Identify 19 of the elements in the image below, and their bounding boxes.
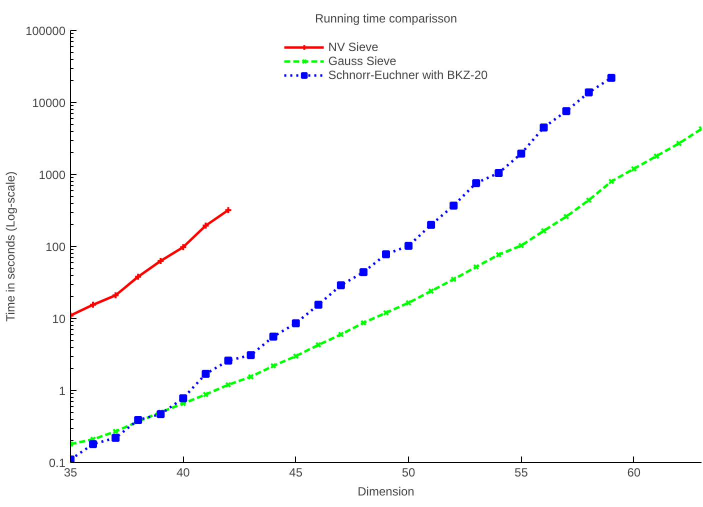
y-tick-label: 10 (52, 312, 66, 326)
y-tick-label: 100 (45, 240, 66, 254)
x-tick-label: 40 (176, 466, 190, 480)
y-tick-label: 10000 (32, 96, 66, 110)
x-axis-title: Dimension (358, 484, 414, 498)
y-tick-label: 100000 (25, 24, 66, 38)
chart-title: Running time comparisson (314, 12, 458, 26)
y-tick-label: 1 (58, 384, 66, 398)
x-tick-label: 45 (289, 466, 303, 480)
y-tick-label: 1000 (38, 168, 66, 182)
x-tick-label: 50 (402, 466, 416, 480)
x-tick-label: 55 (514, 466, 528, 480)
y-axis-title: Time in seconds (Log-scale) (3, 171, 18, 322)
legend-label: NV Sieve (328, 40, 378, 54)
legend-label: Schnorr-Euchner with BKZ-20 (328, 68, 488, 82)
x-tick-label: 60 (627, 466, 641, 480)
x-tick-label: 35 (64, 466, 78, 480)
y-tick-label: 0.1 (48, 456, 66, 470)
legend-label: Gauss Sieve (328, 54, 396, 68)
